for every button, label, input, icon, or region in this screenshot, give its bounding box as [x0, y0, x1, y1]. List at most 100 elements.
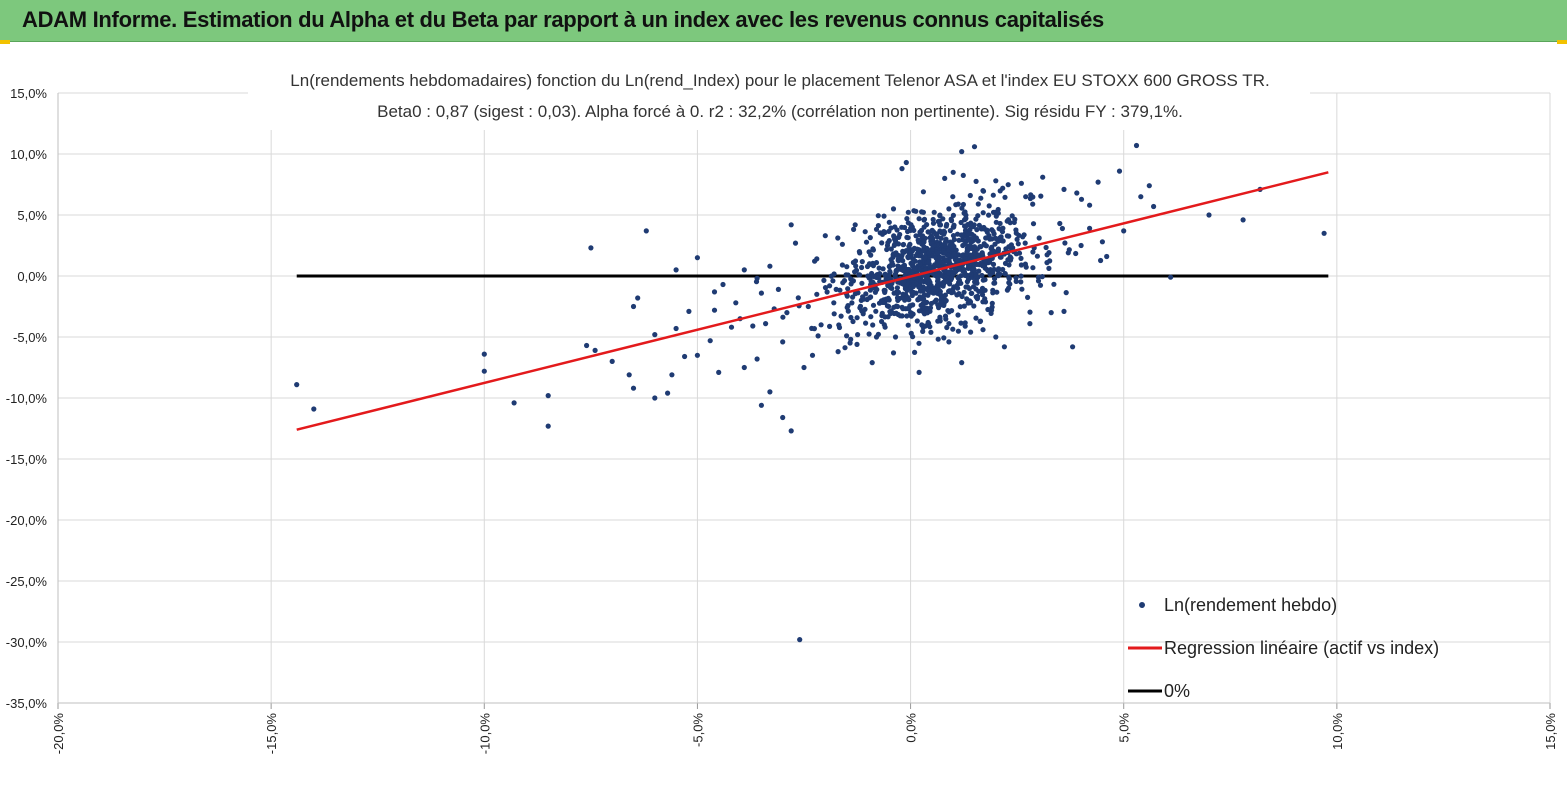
data-point [694, 255, 701, 261]
data-point [814, 256, 820, 262]
data-point [945, 308, 951, 314]
data-point [827, 283, 833, 289]
data-point [877, 230, 883, 236]
data-point [1001, 344, 1008, 350]
data-point [955, 201, 961, 207]
y-tick-label: 5,0% [17, 208, 47, 223]
data-point [968, 223, 974, 229]
data-point [938, 235, 944, 241]
data-point [711, 307, 718, 313]
data-point [937, 314, 943, 320]
data-point [938, 300, 944, 306]
data-point [881, 322, 887, 328]
data-point [995, 210, 1001, 216]
data-point [862, 306, 868, 312]
data-point [780, 314, 786, 320]
data-point [784, 310, 790, 316]
data-point [942, 292, 949, 298]
data-point [951, 236, 957, 243]
data-point [294, 382, 300, 388]
data-point [1027, 309, 1033, 315]
data-point [1048, 310, 1054, 316]
data-point [918, 227, 925, 234]
data-point [1000, 185, 1006, 191]
data-point [1002, 194, 1008, 200]
data-point [682, 353, 688, 360]
data-point [978, 195, 984, 201]
axes [57, 93, 1551, 709]
data-point [1030, 249, 1036, 255]
data-point [811, 326, 818, 332]
x-tick-label: 5,0% [1117, 713, 1132, 743]
data-point [973, 286, 979, 292]
data-point [988, 250, 995, 256]
data-point [643, 228, 649, 234]
data-point [880, 299, 886, 305]
data-point [871, 274, 877, 280]
legend-marker-points [1139, 602, 1145, 608]
data-point [990, 261, 997, 267]
y-tick-label: -30,0% [6, 635, 48, 650]
data-point [942, 175, 948, 181]
data-point [1030, 201, 1036, 207]
data-point [728, 324, 735, 330]
data-point [973, 273, 979, 279]
data-point [946, 339, 952, 345]
data-point [1020, 234, 1026, 240]
data-point [916, 253, 922, 259]
data-point [936, 218, 942, 224]
data-point [927, 324, 933, 330]
data-point [867, 295, 873, 301]
data-point [899, 166, 905, 172]
data-point [848, 276, 854, 282]
data-point [943, 277, 950, 284]
data-point [716, 369, 722, 375]
data-point [754, 275, 760, 281]
data-point [1078, 196, 1085, 202]
x-tick-label: 0,0% [904, 713, 919, 743]
data-point [835, 235, 841, 241]
data-point [884, 242, 891, 249]
data-point [903, 248, 909, 254]
data-point [895, 256, 902, 262]
data-point [876, 265, 882, 271]
data-point [1006, 276, 1012, 282]
data-point [894, 303, 901, 310]
data-point [850, 318, 856, 325]
data-point [990, 270, 996, 276]
data-point [1018, 262, 1024, 268]
data-point [862, 229, 868, 235]
data-point [937, 212, 943, 218]
data-point [902, 224, 908, 231]
data-point [733, 300, 739, 306]
data-point [1000, 266, 1006, 273]
data-point [860, 311, 866, 317]
data-point [975, 201, 981, 207]
data-point [822, 285, 829, 291]
data-point [997, 235, 1003, 241]
data-point [983, 243, 990, 249]
data-point [1065, 250, 1071, 256]
data-point [887, 268, 893, 274]
data-point [986, 203, 992, 209]
data-point [990, 290, 996, 296]
data-point [1018, 279, 1024, 285]
data-point [930, 216, 936, 223]
data-point [838, 313, 844, 319]
data-point [1007, 244, 1013, 250]
data-point [954, 257, 961, 263]
data-point [926, 259, 932, 265]
data-point [588, 245, 594, 251]
data-point [962, 323, 968, 329]
data-point [1015, 241, 1021, 247]
data-point [881, 213, 887, 219]
data-point [859, 264, 865, 271]
data-point [792, 240, 799, 246]
x-tick-label: 10,0% [1330, 713, 1345, 750]
data-point [964, 251, 970, 257]
report-title: ADAM Informe. Estimation du Alpha et du … [22, 7, 1104, 32]
data-point [630, 385, 637, 391]
data-point [1073, 250, 1079, 257]
data-point [950, 233, 957, 239]
data-point [921, 216, 928, 222]
